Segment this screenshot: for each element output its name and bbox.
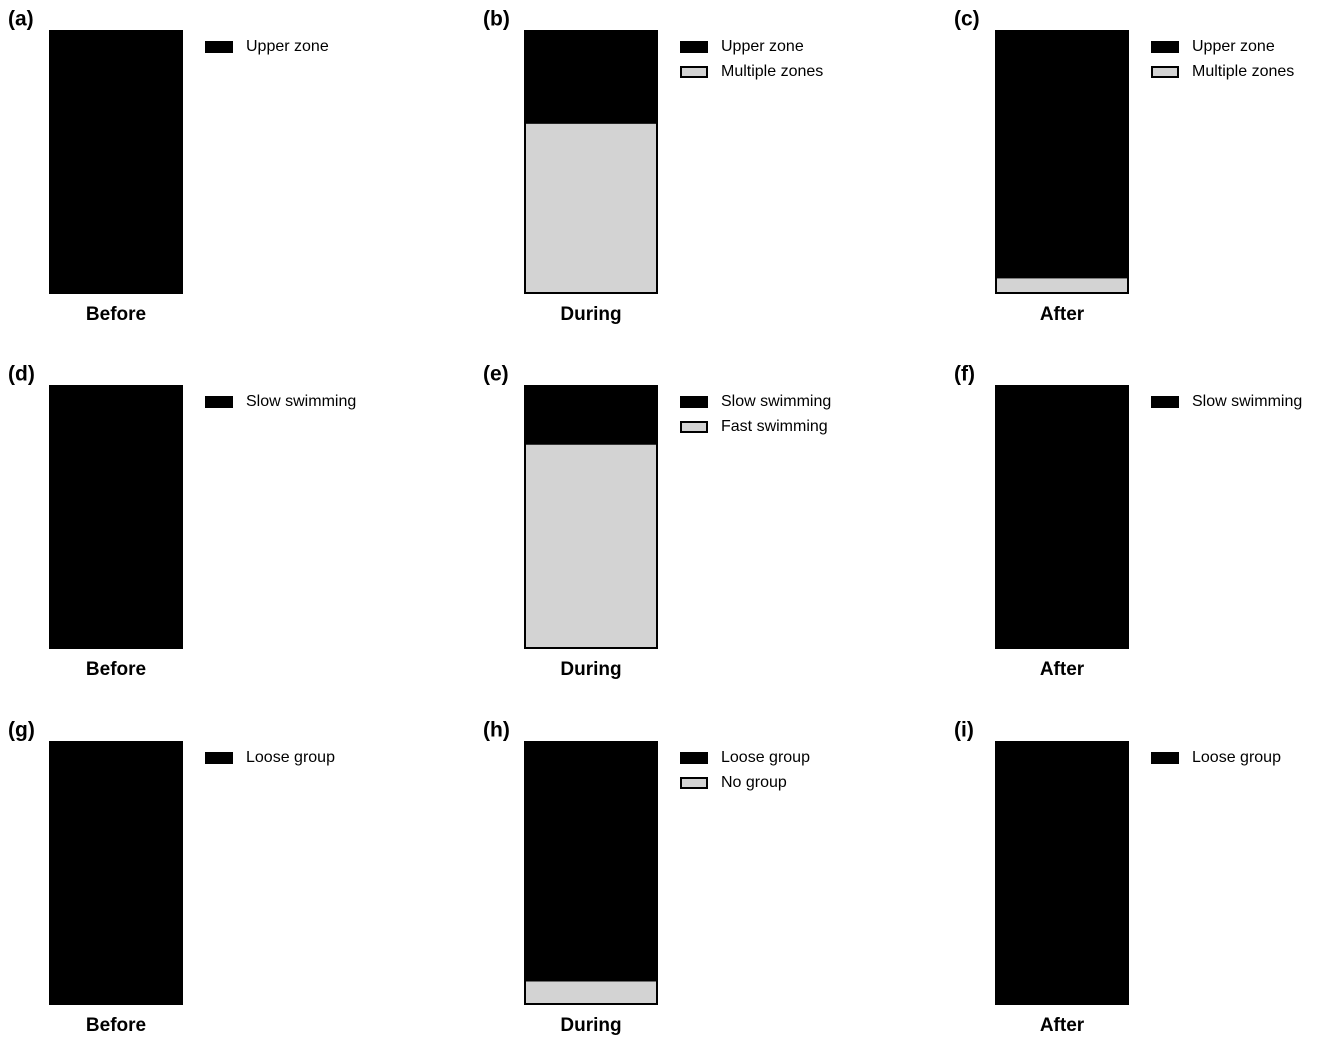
category-label: After	[1040, 304, 1085, 325]
category-label: During	[560, 1015, 621, 1036]
category-label: After	[1040, 1015, 1085, 1036]
panel-label: (i)	[954, 719, 974, 742]
legend-swatch	[680, 41, 708, 53]
legend-swatch	[1151, 396, 1179, 408]
legend-swatch	[205, 41, 233, 53]
legend-label: Slow swimming	[721, 393, 831, 410]
category-label: During	[560, 659, 621, 680]
legend-swatch	[680, 421, 708, 433]
category-label: After	[1040, 659, 1085, 680]
bar-segment	[524, 979, 658, 1005]
category-label: Before	[86, 1015, 146, 1036]
bar-segment	[524, 442, 658, 650]
legend-swatch	[1151, 752, 1179, 764]
panel-label: (e)	[483, 363, 509, 386]
bar-segment	[524, 385, 658, 445]
panel-label: (g)	[8, 719, 35, 742]
panel-label: (f)	[954, 363, 975, 386]
panel-label: (c)	[954, 8, 980, 31]
legend-label: Loose group	[1192, 749, 1281, 766]
panel-label: (d)	[8, 363, 35, 386]
legend-label: Loose group	[246, 749, 335, 766]
legend-label: Fast swimming	[721, 418, 828, 435]
legend-swatch	[680, 777, 708, 789]
legend-label: Multiple zones	[721, 63, 823, 80]
bar-segment	[524, 121, 658, 294]
legend-label: No group	[721, 774, 787, 791]
legend-swatch	[205, 396, 233, 408]
bar-segment	[49, 385, 183, 649]
bar-segment	[995, 30, 1129, 279]
category-label: During	[560, 304, 621, 325]
bar-segment	[524, 741, 658, 982]
legend-label: Upper zone	[1192, 38, 1275, 55]
legend-label: Upper zone	[721, 38, 804, 55]
bar-segment	[995, 385, 1129, 649]
legend-swatch	[680, 66, 708, 78]
bar-segment	[49, 741, 183, 1005]
legend-swatch	[205, 752, 233, 764]
panel-label: (a)	[8, 8, 34, 31]
legend-swatch	[680, 396, 708, 408]
legend-label: Multiple zones	[1192, 63, 1294, 80]
legend-swatch	[1151, 41, 1179, 53]
category-label: Before	[86, 304, 146, 325]
bar-segment	[49, 30, 183, 294]
bar-segment	[995, 741, 1129, 1005]
legend-label: Slow swimming	[246, 393, 356, 410]
panel-label: (b)	[483, 8, 510, 31]
legend-label: Upper zone	[246, 38, 329, 55]
legend-label: Slow swimming	[1192, 393, 1302, 410]
bar-segment	[524, 30, 658, 124]
legend-swatch	[680, 752, 708, 764]
bar-segment	[995, 276, 1129, 294]
panel-label: (h)	[483, 719, 510, 742]
category-label: Before	[86, 659, 146, 680]
legend-label: Loose group	[721, 749, 810, 766]
legend-swatch	[1151, 66, 1179, 78]
